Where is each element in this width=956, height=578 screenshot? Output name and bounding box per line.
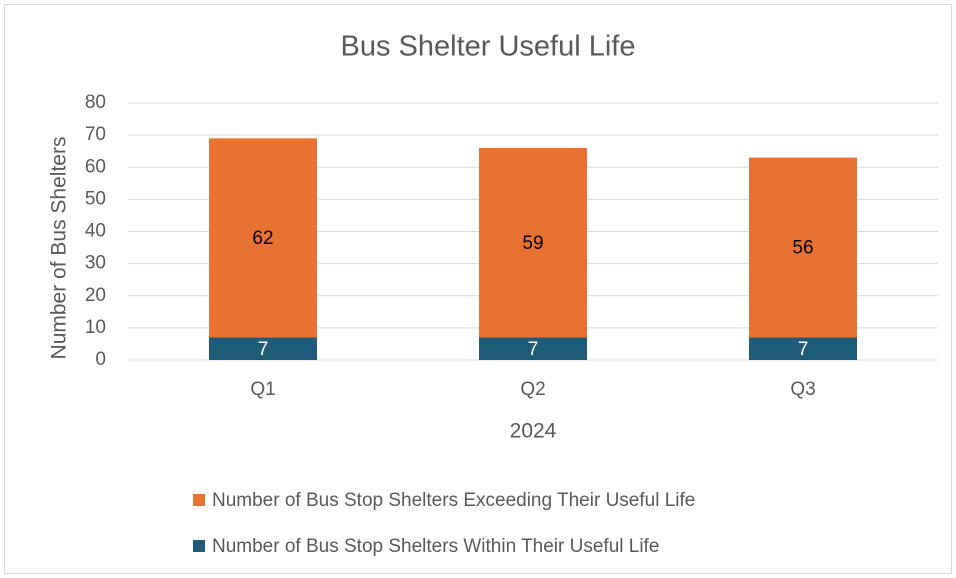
bar-segment bbox=[749, 337, 857, 360]
bar-segment bbox=[209, 337, 317, 360]
y-tick-label: 40 bbox=[85, 221, 106, 242]
data-label: 7 bbox=[798, 339, 809, 360]
data-label: 7 bbox=[528, 339, 539, 360]
chart-title: Bus Shelter Useful Life bbox=[341, 31, 636, 63]
y-tick-label: 10 bbox=[85, 317, 106, 338]
x-tick-label: Q3 bbox=[790, 379, 815, 400]
bar-segment bbox=[479, 147, 587, 338]
y-tick-label: 30 bbox=[85, 253, 106, 274]
y-tick-label: 0 bbox=[95, 349, 106, 370]
legend-swatch bbox=[193, 540, 205, 552]
data-label: 62 bbox=[252, 228, 273, 249]
y-axis-label: Number of Bus Shelters bbox=[48, 137, 71, 360]
x-tick-label: Q2 bbox=[520, 379, 545, 400]
bar-segment bbox=[479, 337, 587, 360]
data-label: 7 bbox=[258, 339, 269, 360]
data-label: 56 bbox=[792, 238, 813, 259]
y-tick-label: 70 bbox=[85, 124, 106, 145]
data-label: 59 bbox=[522, 233, 543, 254]
legend-label: Number of Bus Stop Shelters Within Their… bbox=[212, 536, 659, 557]
y-tick-label: 80 bbox=[85, 92, 106, 113]
bar-segment bbox=[209, 138, 317, 338]
y-tick-label: 60 bbox=[85, 156, 106, 177]
bar-segment bbox=[749, 157, 857, 338]
legend-swatch bbox=[193, 494, 205, 506]
x-axis-label: 2024 bbox=[510, 420, 557, 443]
x-tick-label: Q1 bbox=[250, 379, 275, 400]
y-tick-label: 50 bbox=[85, 188, 106, 209]
legend-label: Number of Bus Stop Shelters Exceeding Th… bbox=[212, 490, 695, 511]
y-tick-label: 20 bbox=[85, 285, 106, 306]
